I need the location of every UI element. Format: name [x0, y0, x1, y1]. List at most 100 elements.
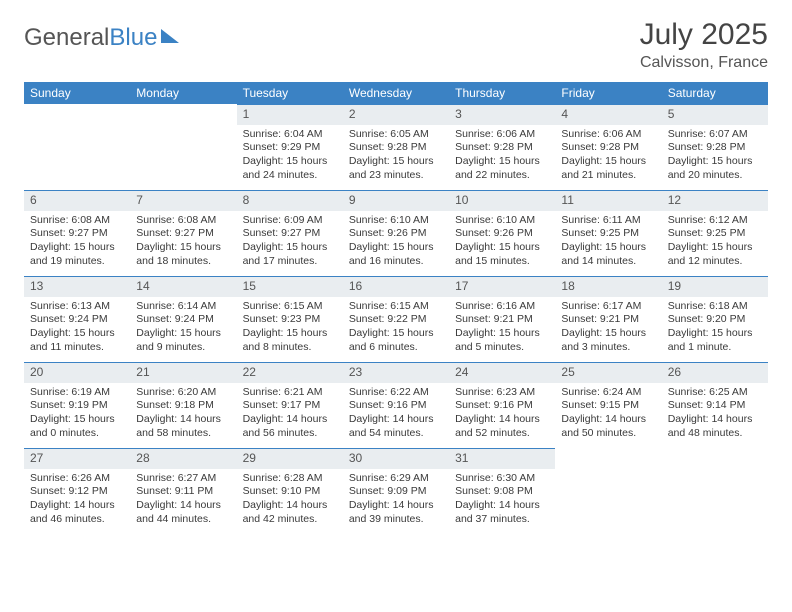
calendar-day-cell: 7Sunrise: 6:08 AMSunset: 9:27 PMDaylight…: [130, 190, 236, 276]
day-detail: Sunrise: 6:16 AMSunset: 9:21 PMDaylight:…: [449, 297, 555, 361]
calendar-body: 1Sunrise: 6:04 AMSunset: 9:29 PMDaylight…: [24, 104, 768, 534]
calendar-day-cell: 1Sunrise: 6:04 AMSunset: 9:29 PMDaylight…: [237, 104, 343, 190]
month-title: July 2025: [640, 18, 768, 52]
day-detail: Sunrise: 6:14 AMSunset: 9:24 PMDaylight:…: [130, 297, 236, 361]
day-number: 30: [343, 448, 449, 469]
day-detail: Sunrise: 6:06 AMSunset: 9:28 PMDaylight:…: [449, 125, 555, 189]
day-detail: Sunrise: 6:25 AMSunset: 9:14 PMDaylight:…: [662, 383, 768, 447]
calendar-day-cell: 26Sunrise: 6:25 AMSunset: 9:14 PMDayligh…: [662, 362, 768, 448]
calendar-day-cell: 8Sunrise: 6:09 AMSunset: 9:27 PMDaylight…: [237, 190, 343, 276]
day-detail: Sunrise: 6:18 AMSunset: 9:20 PMDaylight:…: [662, 297, 768, 361]
day-detail: Sunrise: 6:15 AMSunset: 9:22 PMDaylight:…: [343, 297, 449, 361]
brand-triangle-icon: [161, 29, 179, 43]
calendar-table: SundayMondayTuesdayWednesdayThursdayFrid…: [24, 82, 768, 534]
day-number: 3: [449, 104, 555, 125]
day-detail: Sunrise: 6:20 AMSunset: 9:18 PMDaylight:…: [130, 383, 236, 447]
day-detail: Sunrise: 6:11 AMSunset: 9:25 PMDaylight:…: [555, 211, 661, 275]
calendar-day-cell: 14Sunrise: 6:14 AMSunset: 9:24 PMDayligh…: [130, 276, 236, 362]
calendar-day-cell: [24, 104, 130, 190]
calendar-week-row: 13Sunrise: 6:13 AMSunset: 9:24 PMDayligh…: [24, 276, 768, 362]
weekday-header-row: SundayMondayTuesdayWednesdayThursdayFrid…: [24, 82, 768, 104]
calendar-week-row: 6Sunrise: 6:08 AMSunset: 9:27 PMDaylight…: [24, 190, 768, 276]
day-number: 28: [130, 448, 236, 469]
calendar-day-cell: 6Sunrise: 6:08 AMSunset: 9:27 PMDaylight…: [24, 190, 130, 276]
day-number: 1: [237, 104, 343, 125]
weekday-header: Saturday: [662, 82, 768, 104]
calendar-day-cell: 24Sunrise: 6:23 AMSunset: 9:16 PMDayligh…: [449, 362, 555, 448]
day-detail: Sunrise: 6:09 AMSunset: 9:27 PMDaylight:…: [237, 211, 343, 275]
calendar-day-cell: 3Sunrise: 6:06 AMSunset: 9:28 PMDaylight…: [449, 104, 555, 190]
location-label: Calvisson, France: [640, 54, 768, 72]
weekday-header: Monday: [130, 82, 236, 104]
day-number: 26: [662, 362, 768, 383]
day-number: 9: [343, 190, 449, 211]
day-number: 6: [24, 190, 130, 211]
day-detail: Sunrise: 6:10 AMSunset: 9:26 PMDaylight:…: [343, 211, 449, 275]
calendar-day-cell: [130, 104, 236, 190]
brand-part2: Blue: [109, 24, 157, 52]
day-number: 2: [343, 104, 449, 125]
day-detail: Sunrise: 6:04 AMSunset: 9:29 PMDaylight:…: [237, 125, 343, 189]
calendar-day-cell: 28Sunrise: 6:27 AMSunset: 9:11 PMDayligh…: [130, 448, 236, 534]
day-detail: Sunrise: 6:08 AMSunset: 9:27 PMDaylight:…: [130, 211, 236, 275]
calendar-day-cell: 27Sunrise: 6:26 AMSunset: 9:12 PMDayligh…: [24, 448, 130, 534]
day-detail: Sunrise: 6:07 AMSunset: 9:28 PMDaylight:…: [662, 125, 768, 189]
calendar-day-cell: 30Sunrise: 6:29 AMSunset: 9:09 PMDayligh…: [343, 448, 449, 534]
day-detail: Sunrise: 6:22 AMSunset: 9:16 PMDaylight:…: [343, 383, 449, 447]
day-number: 20: [24, 362, 130, 383]
day-detail: Sunrise: 6:30 AMSunset: 9:08 PMDaylight:…: [449, 469, 555, 533]
calendar-day-cell: 11Sunrise: 6:11 AMSunset: 9:25 PMDayligh…: [555, 190, 661, 276]
day-detail: Sunrise: 6:27 AMSunset: 9:11 PMDaylight:…: [130, 469, 236, 533]
brand-logo: GeneralBlue: [24, 18, 179, 52]
calendar-week-row: 27Sunrise: 6:26 AMSunset: 9:12 PMDayligh…: [24, 448, 768, 534]
calendar-day-cell: 9Sunrise: 6:10 AMSunset: 9:26 PMDaylight…: [343, 190, 449, 276]
weekday-header: Wednesday: [343, 82, 449, 104]
day-number: 31: [449, 448, 555, 469]
day-detail: Sunrise: 6:29 AMSunset: 9:09 PMDaylight:…: [343, 469, 449, 533]
calendar-day-cell: 18Sunrise: 6:17 AMSunset: 9:21 PMDayligh…: [555, 276, 661, 362]
day-detail: Sunrise: 6:17 AMSunset: 9:21 PMDaylight:…: [555, 297, 661, 361]
day-detail: Sunrise: 6:28 AMSunset: 9:10 PMDaylight:…: [237, 469, 343, 533]
day-number: 19: [662, 276, 768, 297]
brand-part1: General: [24, 24, 109, 52]
day-detail: Sunrise: 6:19 AMSunset: 9:19 PMDaylight:…: [24, 383, 130, 447]
calendar-day-cell: 19Sunrise: 6:18 AMSunset: 9:20 PMDayligh…: [662, 276, 768, 362]
day-detail: Sunrise: 6:13 AMSunset: 9:24 PMDaylight:…: [24, 297, 130, 361]
day-number: 10: [449, 190, 555, 211]
calendar-day-cell: 25Sunrise: 6:24 AMSunset: 9:15 PMDayligh…: [555, 362, 661, 448]
day-number: 24: [449, 362, 555, 383]
calendar-day-cell: 29Sunrise: 6:28 AMSunset: 9:10 PMDayligh…: [237, 448, 343, 534]
day-number: 23: [343, 362, 449, 383]
day-detail: Sunrise: 6:05 AMSunset: 9:28 PMDaylight:…: [343, 125, 449, 189]
weekday-header: Sunday: [24, 82, 130, 104]
calendar-week-row: 20Sunrise: 6:19 AMSunset: 9:19 PMDayligh…: [24, 362, 768, 448]
day-number: 11: [555, 190, 661, 211]
calendar-day-cell: 23Sunrise: 6:22 AMSunset: 9:16 PMDayligh…: [343, 362, 449, 448]
day-number: 29: [237, 448, 343, 469]
page-header: GeneralBlue July 2025 Calvisson, France: [24, 18, 768, 72]
calendar-day-cell: 17Sunrise: 6:16 AMSunset: 9:21 PMDayligh…: [449, 276, 555, 362]
calendar-day-cell: 2Sunrise: 6:05 AMSunset: 9:28 PMDaylight…: [343, 104, 449, 190]
day-number: 12: [662, 190, 768, 211]
weekday-header: Thursday: [449, 82, 555, 104]
calendar-day-cell: 15Sunrise: 6:15 AMSunset: 9:23 PMDayligh…: [237, 276, 343, 362]
calendar-day-cell: [555, 448, 661, 534]
day-number: 5: [662, 104, 768, 125]
day-number: 17: [449, 276, 555, 297]
calendar-day-cell: 12Sunrise: 6:12 AMSunset: 9:25 PMDayligh…: [662, 190, 768, 276]
day-number: 15: [237, 276, 343, 297]
day-detail: Sunrise: 6:08 AMSunset: 9:27 PMDaylight:…: [24, 211, 130, 275]
day-detail: Sunrise: 6:24 AMSunset: 9:15 PMDaylight:…: [555, 383, 661, 447]
weekday-header: Friday: [555, 82, 661, 104]
calendar-day-cell: 10Sunrise: 6:10 AMSunset: 9:26 PMDayligh…: [449, 190, 555, 276]
day-number: 8: [237, 190, 343, 211]
title-block: July 2025 Calvisson, France: [640, 18, 768, 72]
day-number: 18: [555, 276, 661, 297]
weekday-header: Tuesday: [237, 82, 343, 104]
calendar-day-cell: 16Sunrise: 6:15 AMSunset: 9:22 PMDayligh…: [343, 276, 449, 362]
day-number: 7: [130, 190, 236, 211]
calendar-day-cell: 20Sunrise: 6:19 AMSunset: 9:19 PMDayligh…: [24, 362, 130, 448]
day-detail: Sunrise: 6:26 AMSunset: 9:12 PMDaylight:…: [24, 469, 130, 533]
calendar-day-cell: 21Sunrise: 6:20 AMSunset: 9:18 PMDayligh…: [130, 362, 236, 448]
day-number: 25: [555, 362, 661, 383]
